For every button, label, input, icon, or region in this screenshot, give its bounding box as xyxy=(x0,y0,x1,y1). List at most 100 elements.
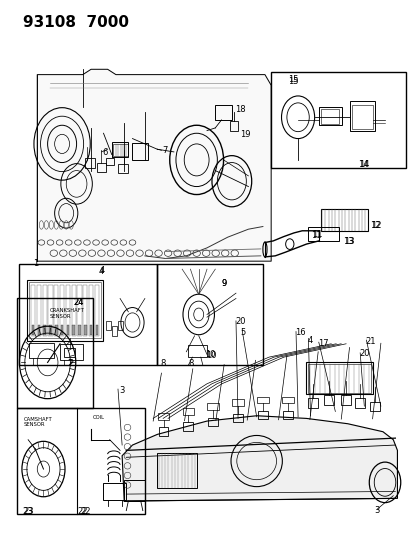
Text: 4: 4 xyxy=(306,336,312,344)
Text: 1: 1 xyxy=(33,260,38,268)
Bar xyxy=(257,411,267,419)
Bar xyxy=(77,285,81,336)
Bar xyxy=(340,395,350,405)
Text: CRANKSHAFT: CRANKSHAFT xyxy=(50,308,84,313)
Bar xyxy=(157,413,169,420)
Text: 4: 4 xyxy=(99,266,104,275)
Bar xyxy=(320,109,339,124)
Text: 22: 22 xyxy=(80,507,90,516)
Bar xyxy=(31,285,35,336)
Text: 20: 20 xyxy=(235,317,245,326)
Bar xyxy=(354,398,364,408)
Polygon shape xyxy=(122,416,396,501)
Bar xyxy=(78,325,81,335)
Text: 12: 12 xyxy=(370,222,381,230)
Bar xyxy=(72,325,75,335)
Bar xyxy=(318,107,341,125)
Bar xyxy=(60,285,64,336)
Bar xyxy=(90,325,92,335)
Bar xyxy=(215,105,231,120)
Bar xyxy=(103,483,126,500)
Bar xyxy=(282,411,292,419)
Bar xyxy=(60,344,83,360)
Text: 13: 13 xyxy=(343,238,354,246)
Bar xyxy=(54,285,58,336)
Text: SENSOR: SENSOR xyxy=(24,422,45,427)
Bar xyxy=(89,285,93,336)
Text: 22: 22 xyxy=(77,507,87,516)
Bar xyxy=(308,364,370,393)
Text: 10: 10 xyxy=(204,350,215,359)
Text: 2: 2 xyxy=(68,359,74,368)
Bar xyxy=(29,282,101,338)
Bar xyxy=(208,418,218,426)
Bar xyxy=(27,280,103,341)
Text: 5: 5 xyxy=(240,328,245,337)
Bar xyxy=(48,285,52,336)
Text: 15: 15 xyxy=(288,77,298,85)
Text: 4: 4 xyxy=(98,268,104,276)
Bar xyxy=(112,326,116,336)
Bar xyxy=(66,285,70,336)
Text: COIL: COIL xyxy=(93,415,105,420)
Bar xyxy=(281,397,293,403)
Text: CAMSHAFT: CAMSHAFT xyxy=(24,417,52,422)
Text: 20: 20 xyxy=(358,349,368,358)
Bar xyxy=(66,325,69,335)
Bar xyxy=(83,285,87,336)
Bar xyxy=(19,264,157,365)
Text: 23: 23 xyxy=(23,507,33,516)
Bar xyxy=(256,397,268,403)
Text: 24: 24 xyxy=(74,298,84,307)
Bar xyxy=(307,398,317,408)
Bar xyxy=(369,402,379,411)
Bar xyxy=(207,403,218,410)
Text: 24: 24 xyxy=(74,298,84,307)
Text: 93108  7000: 93108 7000 xyxy=(23,15,128,30)
Bar xyxy=(64,348,74,357)
Bar xyxy=(84,325,86,335)
Bar xyxy=(71,285,76,336)
Bar xyxy=(17,408,145,514)
Bar xyxy=(233,414,242,422)
Bar xyxy=(157,453,196,488)
Bar xyxy=(112,144,127,156)
Text: 17: 17 xyxy=(317,339,328,348)
Bar xyxy=(158,427,168,436)
Text: 16: 16 xyxy=(294,328,305,337)
Bar xyxy=(323,395,333,405)
Text: 11: 11 xyxy=(312,230,322,239)
Text: 23: 23 xyxy=(23,507,34,516)
Text: 8: 8 xyxy=(188,359,193,368)
Bar xyxy=(38,325,40,335)
Text: 19: 19 xyxy=(240,131,250,139)
Text: 9: 9 xyxy=(221,279,227,288)
Bar xyxy=(320,209,368,231)
Bar xyxy=(112,142,128,157)
Bar xyxy=(37,285,41,336)
Text: 12: 12 xyxy=(370,222,380,230)
Bar xyxy=(17,298,93,408)
Bar xyxy=(105,158,114,165)
Text: 18: 18 xyxy=(234,105,245,114)
Bar xyxy=(182,408,194,415)
Bar xyxy=(97,163,106,172)
Text: 7: 7 xyxy=(162,146,168,155)
Text: 11: 11 xyxy=(311,231,321,239)
Text: 13: 13 xyxy=(342,238,353,246)
Text: 10: 10 xyxy=(205,351,216,360)
Bar xyxy=(29,343,54,358)
Text: 15: 15 xyxy=(287,75,297,84)
Bar xyxy=(271,72,405,168)
Text: 14: 14 xyxy=(358,160,368,168)
Text: 3: 3 xyxy=(374,506,379,514)
Bar xyxy=(349,101,374,131)
Bar xyxy=(118,164,128,173)
Bar xyxy=(306,362,372,394)
Text: 8: 8 xyxy=(160,359,166,368)
Text: 3: 3 xyxy=(119,386,124,394)
Bar xyxy=(183,422,193,431)
Bar xyxy=(188,345,206,357)
Text: 14: 14 xyxy=(357,160,368,168)
Bar xyxy=(232,399,243,406)
